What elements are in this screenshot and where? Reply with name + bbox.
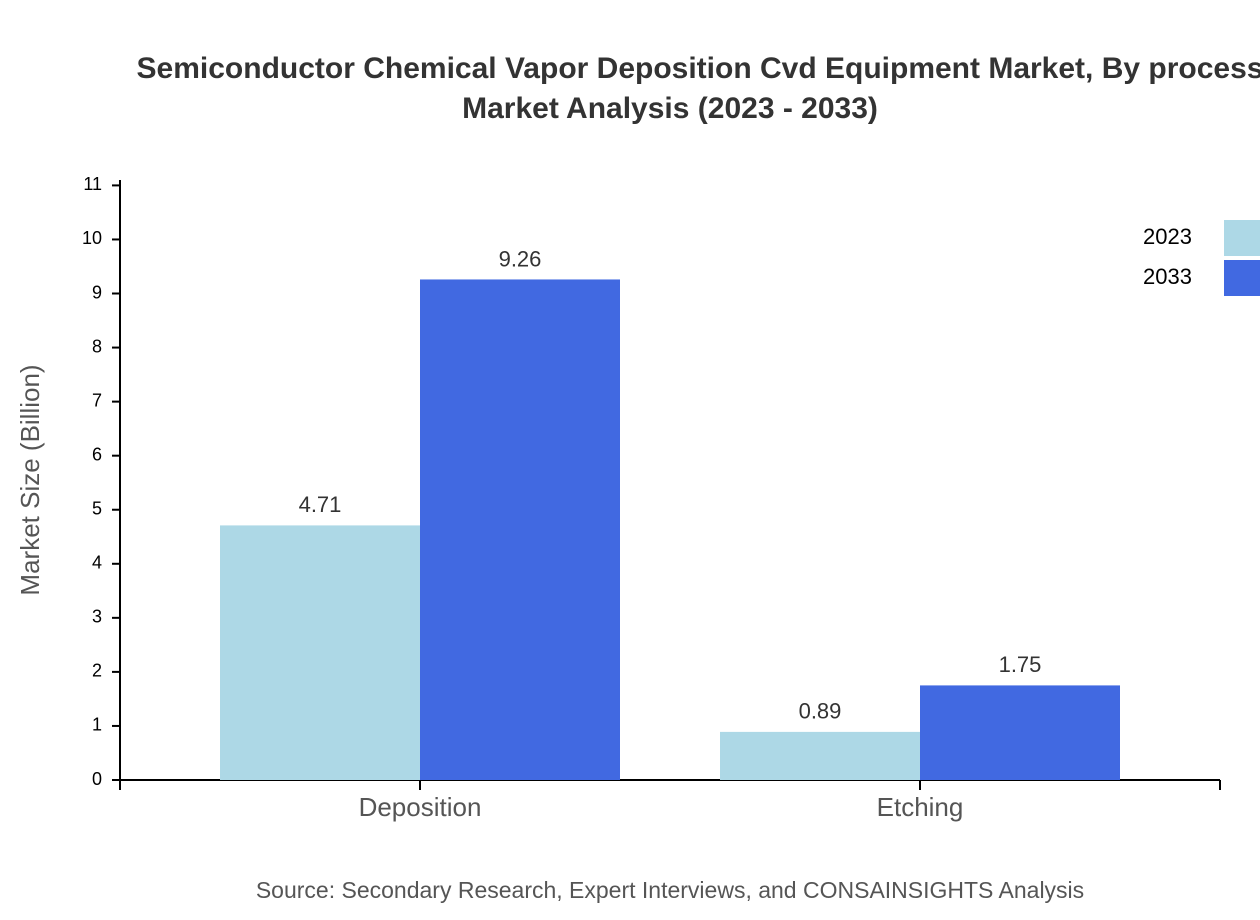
value-label: 9.26	[499, 246, 542, 271]
value-label: 4.71	[299, 492, 342, 517]
legend-swatch	[1224, 220, 1260, 256]
y-tick-label: 11	[83, 174, 102, 194]
bar	[920, 685, 1120, 780]
y-tick-label: 9	[92, 282, 102, 302]
chart-title: Semiconductor Chemical Vapor Deposition …	[137, 52, 1260, 85]
y-tick-label: 10	[82, 228, 102, 248]
bar	[720, 731, 920, 780]
y-tick-label: 5	[92, 498, 102, 518]
y-tick-label: 7	[92, 390, 102, 410]
x-tick-label: Etching	[877, 792, 964, 822]
source-note: Source: Secondary Research, Expert Inter…	[256, 877, 1084, 903]
y-tick-label: 8	[92, 336, 102, 356]
y-tick-label: 4	[92, 553, 102, 573]
chart-title: Market Analysis (2023 - 2033)	[462, 92, 878, 125]
legend-label: 2023	[1143, 224, 1192, 249]
value-label: 1.75	[999, 652, 1042, 677]
legend-label: 2033	[1143, 264, 1192, 289]
legend-swatch	[1224, 260, 1260, 296]
y-tick-label: 3	[92, 607, 102, 627]
y-axis-label: Market Size (Billion)	[15, 364, 45, 595]
value-label: 0.89	[799, 699, 842, 724]
x-tick-label: Deposition	[359, 792, 482, 822]
y-tick-label: 0	[92, 769, 102, 789]
bar	[420, 279, 620, 780]
y-tick-label: 1	[92, 715, 102, 735]
y-tick-label: 6	[92, 444, 102, 464]
y-tick-label: 2	[92, 661, 102, 681]
bar	[220, 525, 420, 780]
